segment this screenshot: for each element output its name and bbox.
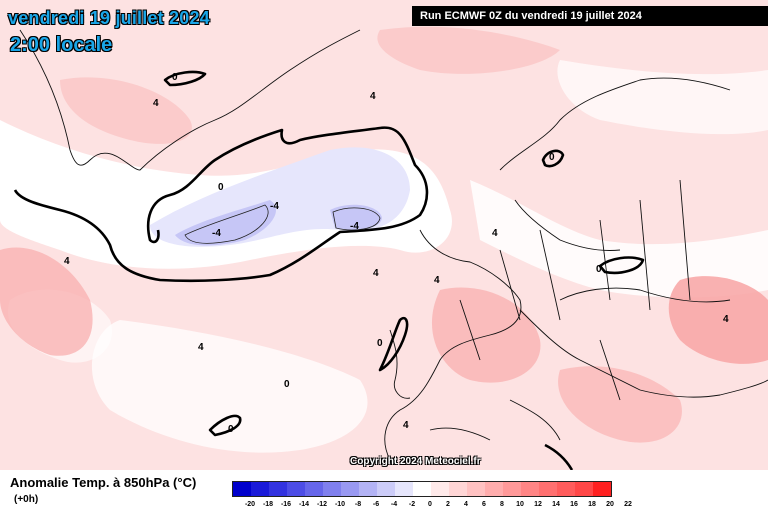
color-scale bbox=[232, 481, 612, 497]
color-scale-tick-label: -2 bbox=[408, 501, 416, 508]
contour-label: 4 bbox=[64, 256, 70, 267]
color-scale-tick-label: -18 bbox=[262, 501, 274, 508]
color-scale-tick-label: 22 bbox=[624, 501, 632, 508]
color-scale-cell bbox=[323, 482, 341, 496]
color-scale-cell bbox=[557, 482, 575, 496]
contour-label: 4 bbox=[434, 275, 440, 286]
color-scale-cell bbox=[395, 482, 413, 496]
color-scale-cell bbox=[377, 482, 395, 496]
color-scale-tick-label: 12 bbox=[534, 501, 542, 508]
temperature-anomaly-map: 0 4 4 0 -4 -4 -4 4 4 4 0 0 0 4 4 0 0 4 4 bbox=[0, 0, 768, 470]
legend-title: Anomalie Temp. à 850hPa (°C) bbox=[10, 475, 197, 490]
color-scale-labels: -20 -18 -16 -14 -12 -10 -8 -6 -4 -2 0 2 4 6 8 10 12 14 16 1… bbox=[232, 501, 632, 511]
contour-label: 4 bbox=[198, 342, 204, 353]
contour-label: 4 bbox=[370, 91, 376, 102]
contour-label: 4 bbox=[153, 98, 159, 109]
contour-label: 0 bbox=[284, 379, 290, 390]
copyright-notice: Copyright 2024 Meteociel.fr bbox=[350, 456, 481, 467]
contour-label: -4 bbox=[270, 201, 279, 212]
color-scale-cell bbox=[251, 482, 269, 496]
color-scale-tick-label: -16 bbox=[280, 501, 292, 508]
contour-label: 0 bbox=[596, 264, 602, 275]
color-scale-cell bbox=[305, 482, 323, 496]
contour-label: 4 bbox=[403, 420, 409, 431]
color-scale-cell bbox=[449, 482, 467, 496]
color-scale-tick-label: -20 bbox=[244, 501, 256, 508]
color-scale-tick-label: 10 bbox=[516, 501, 524, 508]
color-scale-tick-label: 16 bbox=[570, 501, 578, 508]
contour-label: 0 bbox=[549, 152, 555, 163]
color-scale-cell bbox=[485, 482, 503, 496]
color-scale-cell bbox=[431, 482, 449, 496]
color-scale-cell bbox=[287, 482, 305, 496]
color-scale-tick-label: 0 bbox=[428, 501, 432, 508]
color-scale-cell bbox=[539, 482, 557, 496]
color-scale-tick-label: 4 bbox=[464, 501, 468, 508]
contour-label: 4 bbox=[492, 228, 498, 239]
color-scale-cell bbox=[503, 482, 521, 496]
contour-label: 4 bbox=[373, 268, 379, 279]
color-scale-tick-label: -6 bbox=[372, 501, 380, 508]
color-scale-tick-label: 20 bbox=[606, 501, 614, 508]
color-scale-cell bbox=[575, 482, 593, 496]
color-scale-tick-label: -12 bbox=[316, 501, 328, 508]
color-scale-tick-label: -10 bbox=[334, 501, 346, 508]
color-scale-cell bbox=[413, 482, 431, 496]
contour-label: -4 bbox=[350, 221, 359, 232]
map-time-title: 2:00 locale bbox=[10, 34, 113, 56]
map-date-title: vendredi 19 juillet 2024 bbox=[8, 8, 210, 28]
color-scale-tick-label: 18 bbox=[588, 501, 596, 508]
color-scale-tick-label: 2 bbox=[446, 501, 450, 508]
color-scale-cell bbox=[521, 482, 539, 496]
contour-label: 0 bbox=[377, 338, 383, 349]
contour-label: 4 bbox=[723, 314, 729, 325]
color-scale-tick-label: 8 bbox=[500, 501, 504, 508]
color-scale-cell bbox=[593, 482, 611, 496]
legend-footer: Anomalie Temp. à 850hPa (°C) (+0h) -20 -1… bbox=[0, 470, 768, 512]
color-scale-cell bbox=[467, 482, 485, 496]
contour-label: -4 bbox=[212, 228, 221, 239]
color-scale-tick-label: 6 bbox=[482, 501, 486, 508]
contour-label: 0 bbox=[218, 182, 224, 193]
color-scale-cell bbox=[269, 482, 287, 496]
color-scale-tick-label: -14 bbox=[298, 501, 310, 508]
color-scale-cell bbox=[341, 482, 359, 496]
contour-label: 0 bbox=[172, 72, 178, 83]
color-scale-cell bbox=[233, 482, 251, 496]
color-scale-cell bbox=[359, 482, 377, 496]
color-scale-tick-label: -4 bbox=[390, 501, 398, 508]
legend-subtitle: (+0h) bbox=[14, 494, 39, 505]
color-scale-tick-label: 14 bbox=[552, 501, 560, 508]
model-run-banner: Run ECMWF 0Z du vendredi 19 juillet 2024 bbox=[412, 6, 768, 26]
contour-label: 0 bbox=[228, 424, 234, 435]
color-scale-tick-label: -8 bbox=[354, 501, 362, 508]
